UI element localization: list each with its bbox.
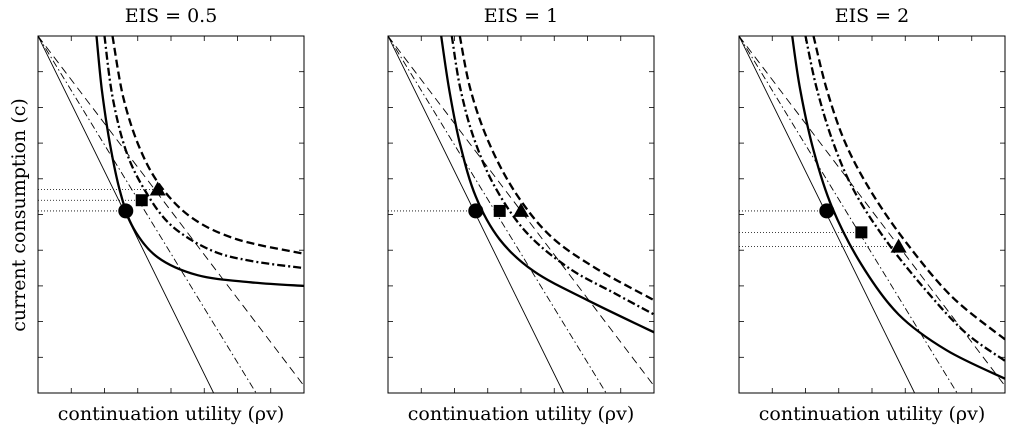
panel-1-x-axis-label: continuation utility (ρv): [58, 403, 285, 425]
marker-square: [493, 204, 506, 217]
marker-triangle: [149, 181, 166, 196]
plot-frame: [738, 35, 1006, 394]
series-thick-dash-dot: [103, 36, 304, 270]
panel-2-plot-area: [387, 35, 655, 394]
series-thick-dashed: [111, 36, 304, 255]
series-thick-dashed: [458, 36, 654, 302]
panel-3-x-axis-label: continuation utility (ρv): [759, 403, 986, 425]
panel-3: EIS = 2 continuation utility (ρv): [738, 5, 1006, 425]
panel-2-title: EIS = 1: [484, 5, 558, 27]
panel-3-title: EIS = 2: [835, 5, 909, 27]
marker-square: [855, 226, 868, 239]
series-thin-dashed: [388, 36, 654, 387]
marker-triangle: [890, 238, 907, 253]
series-thick-solid: [791, 36, 1005, 380]
panel-1-title: EIS = 0.5: [125, 5, 218, 27]
series-thin-dashed: [38, 36, 304, 387]
y-axis-label: current consumption (c): [8, 98, 30, 332]
series-group: [38, 36, 304, 393]
series-thick-dashed: [812, 36, 1005, 341]
marker-circle: [468, 203, 484, 219]
panel-3-plot-area: [738, 35, 1006, 394]
marker-square: [135, 194, 148, 207]
panel-2-x-axis-label: continuation utility (ρv): [408, 403, 635, 425]
panel-1-plot-area: [37, 35, 305, 394]
series-thick-dash-dot: [450, 36, 654, 316]
series-thin-dash-dot: [38, 36, 257, 393]
series-thick-solid: [95, 36, 304, 288]
series-thick-solid: [440, 36, 654, 334]
panel-1: EIS = 0.5 continuation utility (ρv): [37, 5, 305, 425]
series-thin-dash-dot: [739, 36, 958, 393]
marker-circle: [819, 203, 835, 219]
series-group: [739, 36, 1005, 393]
series-thick-dash-dot: [804, 36, 1005, 362]
marker-triangle: [513, 202, 529, 217]
panel-2: EIS = 1 continuation utility (ρv): [387, 5, 655, 425]
marker-circle: [118, 203, 134, 219]
plot-frame: [37, 35, 305, 394]
